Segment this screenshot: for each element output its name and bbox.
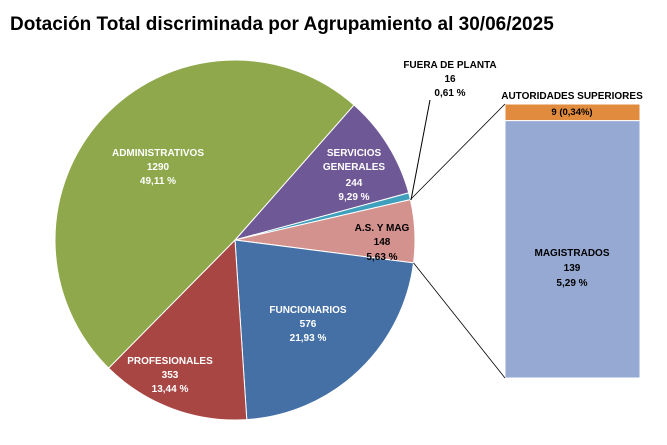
label-fuera-pct: 0,61 % (434, 88, 465, 99)
label-profesionales-value: 353 (162, 370, 179, 381)
bar-segment-magistrados (504, 120, 641, 379)
label-administrativos-value: 1290 (147, 162, 170, 173)
label-autoridades-value: 9 (0,34%) (551, 107, 592, 118)
pie-slice-profesionales (107, 238, 248, 421)
label-fuera-value: 16 (444, 74, 456, 85)
label-funcionarios-name: FUNCIONARIOS (269, 305, 347, 316)
label-funcionarios-pct: 21,93 % (290, 333, 327, 344)
label-profesionales-pct: 13,44 % (152, 384, 189, 395)
label-magistrados-pct: 5,29 % (556, 278, 587, 289)
label-administrativos-pct: 49,11 % (140, 176, 176, 187)
label-funcionarios-value: 576 (300, 319, 317, 330)
label-fuera-name: FUERA DE PLANTA (403, 60, 496, 71)
pie-slice-administrativos (54, 59, 355, 369)
label-asmag-value: 148 (374, 237, 391, 248)
label-magistrados-name: MAGISTRADOS (535, 248, 610, 259)
label-asmag-pct: 5,63 % (366, 252, 397, 263)
label-servicios-name-1: SERVICIOS (327, 148, 382, 159)
pie-slice-servicios-generales (233, 104, 410, 241)
label-servicios-name-2: GENERALES (323, 162, 386, 173)
connector-line-bottom (413, 262, 506, 379)
leader-line-fuera (410, 99, 431, 201)
pie-slice-funcionarios (234, 239, 415, 421)
connector-line-top (410, 103, 506, 200)
label-administrativos-name: ADMINISTRATIVOS (112, 148, 204, 159)
label-asmag-name: A.S. Y MAG (355, 223, 410, 234)
label-profesionales-name: PROFESIONALES (127, 356, 213, 367)
chart-title: Dotación Total discriminada por Agrupami… (10, 14, 554, 35)
label-servicios-value: 244 (346, 178, 363, 189)
label-magistrados-value: 139 (564, 263, 581, 274)
label-servicios-pct: 9,29 % (338, 192, 369, 203)
label-autoridades-name: AUTORIDADES SUPERIORES (501, 91, 643, 102)
